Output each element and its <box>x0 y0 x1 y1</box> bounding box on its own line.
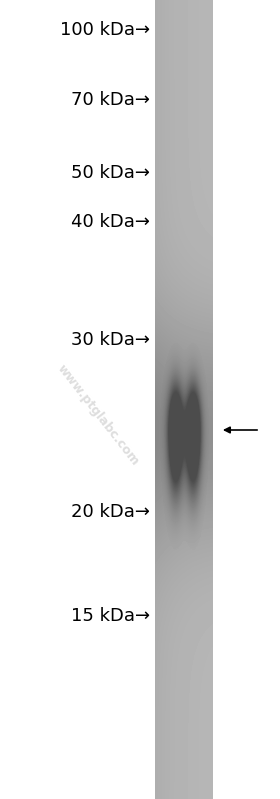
Text: 20 kDa→: 20 kDa→ <box>71 503 150 521</box>
Text: www.ptglabc.com: www.ptglabc.com <box>55 363 141 468</box>
Text: 50 kDa→: 50 kDa→ <box>71 164 150 182</box>
Text: 40 kDa→: 40 kDa→ <box>71 213 150 231</box>
Text: 70 kDa→: 70 kDa→ <box>71 91 150 109</box>
Text: 100 kDa→: 100 kDa→ <box>60 21 150 39</box>
Text: 15 kDa→: 15 kDa→ <box>71 607 150 625</box>
Text: 30 kDa→: 30 kDa→ <box>71 331 150 349</box>
